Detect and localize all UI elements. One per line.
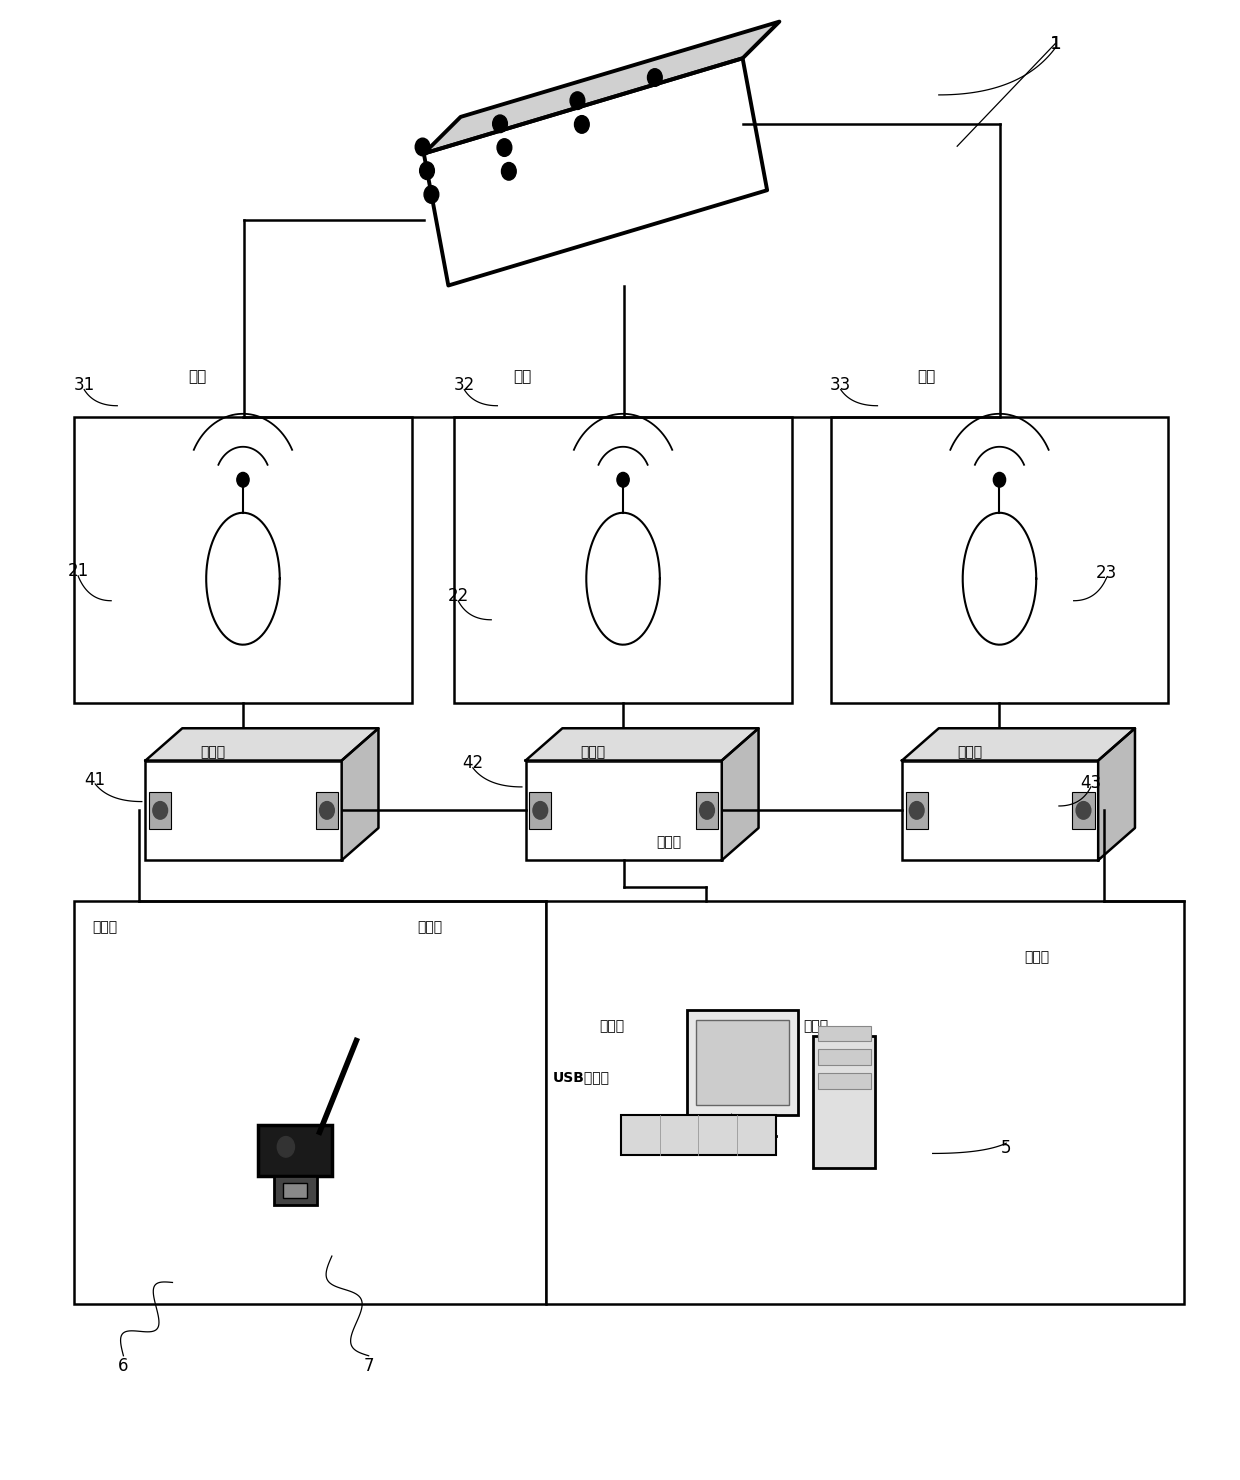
Bar	[817, 1049, 870, 1066]
Bar	[455, 417, 791, 703]
Circle shape	[492, 115, 507, 133]
Bar	[905, 792, 928, 829]
Bar	[258, 1125, 332, 1177]
Text: 23: 23	[1096, 564, 1117, 582]
Bar	[901, 761, 1099, 860]
Polygon shape	[424, 58, 768, 286]
Text: 射频线: 射频线	[201, 744, 226, 759]
Polygon shape	[424, 22, 780, 154]
Circle shape	[574, 115, 589, 133]
Text: 串口线: 串口线	[656, 836, 682, 850]
Circle shape	[1076, 802, 1091, 818]
Circle shape	[424, 185, 439, 203]
Bar	[74, 417, 412, 703]
Text: 射频线: 射频线	[93, 921, 118, 935]
Circle shape	[699, 802, 714, 818]
Circle shape	[153, 802, 167, 818]
Bar	[283, 1184, 308, 1199]
Bar	[526, 761, 722, 860]
Bar	[813, 1036, 875, 1168]
Text: 22: 22	[448, 588, 469, 605]
Bar	[817, 1073, 870, 1089]
Polygon shape	[901, 728, 1135, 761]
Polygon shape	[722, 728, 759, 860]
Text: 射频线: 射频线	[957, 744, 982, 759]
Bar	[274, 1177, 316, 1206]
Polygon shape	[342, 728, 378, 860]
Polygon shape	[587, 512, 660, 645]
Text: 射频线: 射频线	[1024, 950, 1049, 963]
Circle shape	[497, 139, 512, 157]
Circle shape	[419, 161, 434, 179]
Text: 31: 31	[73, 376, 94, 394]
Text: 33: 33	[830, 376, 852, 394]
Polygon shape	[962, 512, 1037, 645]
Circle shape	[570, 92, 585, 110]
Text: 6: 6	[118, 1357, 129, 1375]
Text: 21: 21	[67, 562, 89, 580]
Bar	[145, 761, 342, 860]
Circle shape	[415, 138, 430, 155]
Bar	[696, 792, 718, 829]
Bar	[316, 792, 339, 829]
Bar	[817, 1026, 870, 1042]
Text: 射频线: 射频线	[580, 744, 605, 759]
Bar	[621, 1116, 776, 1154]
Circle shape	[993, 472, 1006, 487]
Bar	[149, 792, 171, 829]
Text: 网线: 网线	[513, 369, 531, 383]
Polygon shape	[145, 728, 378, 761]
Text: USB延长线: USB延长线	[552, 1070, 609, 1085]
Polygon shape	[206, 512, 280, 645]
Bar	[529, 792, 552, 829]
Text: 射频线: 射频线	[418, 921, 443, 935]
Bar	[687, 1009, 797, 1116]
Text: 网线: 网线	[188, 369, 206, 383]
Bar	[831, 417, 1168, 703]
Text: 7: 7	[363, 1357, 374, 1375]
Circle shape	[647, 68, 662, 86]
Circle shape	[909, 802, 924, 818]
Text: 41: 41	[84, 771, 105, 789]
Text: 网线: 网线	[918, 369, 936, 383]
Text: 32: 32	[454, 376, 475, 394]
Circle shape	[501, 163, 516, 181]
Text: 42: 42	[463, 755, 484, 773]
Text: 串口线: 串口线	[804, 1018, 828, 1033]
Circle shape	[237, 472, 249, 487]
Bar	[547, 901, 1184, 1304]
Polygon shape	[1099, 728, 1135, 860]
Bar	[1073, 792, 1095, 829]
Text: 串口线: 串口线	[599, 1018, 624, 1033]
Circle shape	[533, 802, 548, 818]
Circle shape	[278, 1137, 294, 1157]
Circle shape	[320, 802, 335, 818]
Bar	[697, 1020, 789, 1104]
Circle shape	[618, 472, 629, 487]
Polygon shape	[526, 728, 759, 761]
Text: 5: 5	[1001, 1138, 1012, 1156]
Bar	[74, 901, 547, 1304]
Text: 43: 43	[1080, 774, 1101, 792]
Text: 1: 1	[1049, 34, 1061, 53]
Text: 1: 1	[1050, 34, 1060, 53]
